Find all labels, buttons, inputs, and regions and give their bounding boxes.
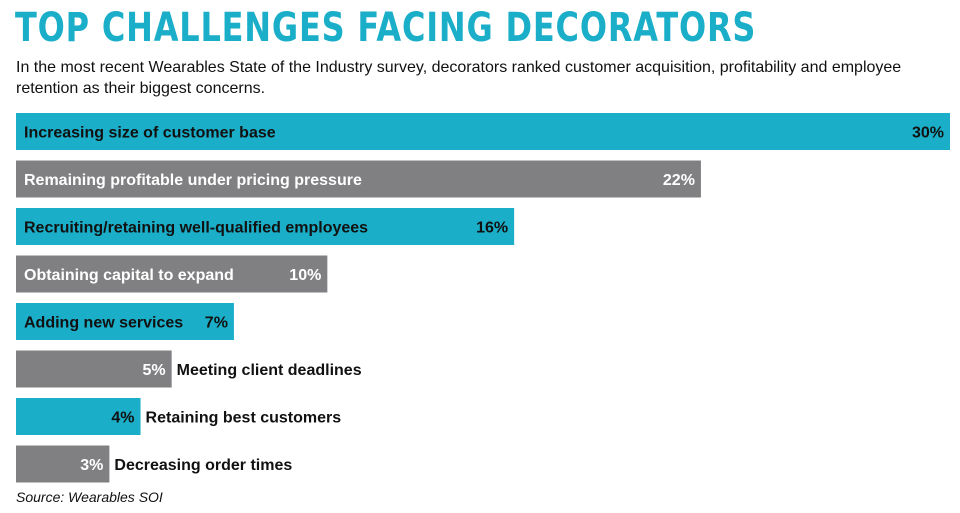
value-label: 10% [289,267,321,284]
value-label: 16% [476,220,508,237]
bar-group: 16% Recruiting/retaining well-qualified e… [16,208,515,245]
value-label: 30% [912,125,944,142]
bar-group: 3% Decreasing order times [16,445,292,483]
value-label: 3% [80,457,103,474]
bar [16,350,172,388]
bar-group: 10% Obtaining capital to expand [16,255,328,293]
bar [16,303,234,340]
category-label: Meeting client deadlines [177,362,362,379]
chart-title: TOP CHALLENGES FACING DECORATORS [15,5,757,51]
value-label: 5% [143,362,166,379]
bar-group: 4% Retaining best customers [16,398,341,435]
bar-group: 7% Adding new services [16,303,234,340]
bar [16,398,141,435]
bar [16,160,701,198]
category-label: Obtaining capital to expand [24,267,234,284]
value-label: 7% [205,315,228,332]
category-label: Decreasing order times [114,457,292,474]
category-label: Adding new services [24,315,183,332]
bar-group: 30% Increasing size of customer base [16,113,950,150]
bar [16,445,110,483]
bar-group: 22% Remaining profitable under pricing pr… [16,160,701,198]
category-label: Remaining profitable under pricing press… [24,172,362,189]
category-label: Retaining best customers [146,410,342,427]
category-label: Recruiting/retaining well-qualified empl… [24,220,368,237]
value-label: 22% [663,172,695,189]
chart-subtitle: In the most recent Wearables State of th… [16,59,902,97]
bar [16,255,328,293]
bar [16,113,950,150]
category-label: Increasing size of customer base [24,125,276,142]
bar-group: 5% Meeting client deadlines [16,350,362,388]
value-label: 4% [111,410,134,427]
bar [16,208,515,245]
chart-source: Source: Wearables SOI [16,489,163,505]
